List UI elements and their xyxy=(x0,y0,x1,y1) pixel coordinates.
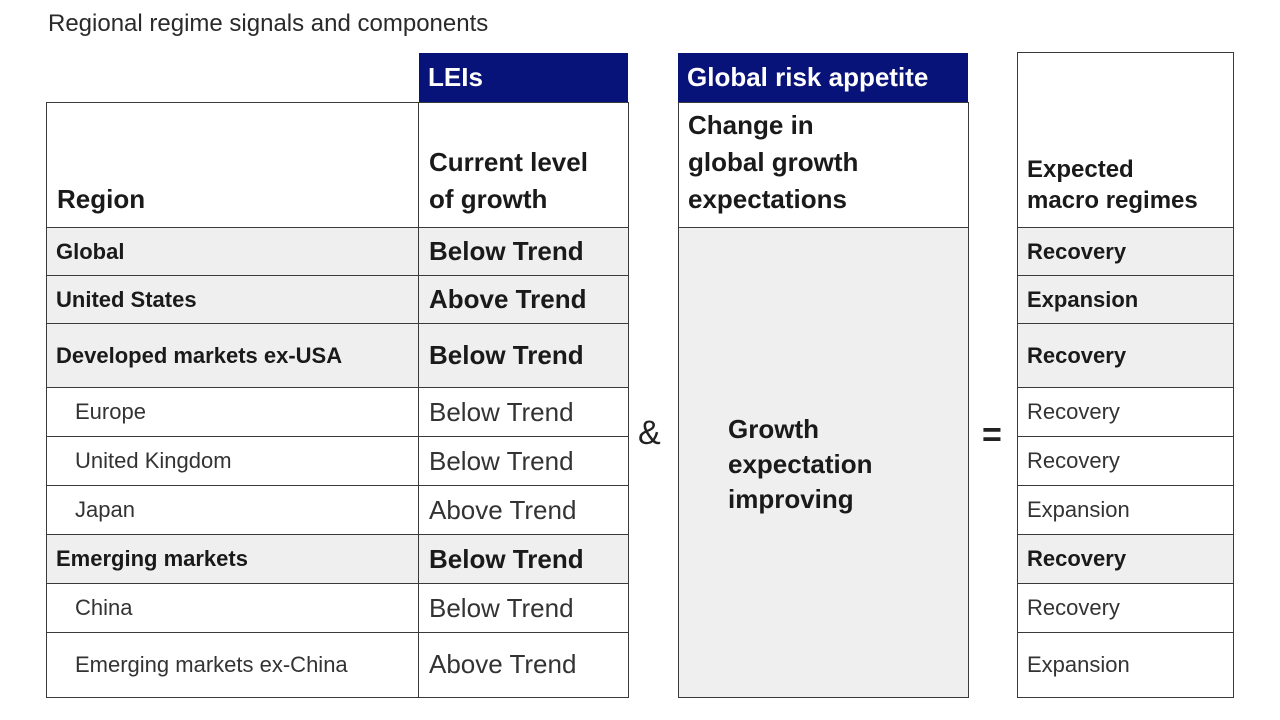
regime-cell: Expansion xyxy=(1018,276,1233,323)
row-divider xyxy=(46,323,629,324)
region-cell: Emerging markets xyxy=(47,535,418,583)
regime-cell: Recovery xyxy=(1018,228,1233,275)
row-divider xyxy=(46,632,629,633)
region-cell: Emerging markets ex-China xyxy=(75,651,348,677)
row-divider xyxy=(46,387,629,388)
region-column-header: Region xyxy=(57,184,146,214)
lei-column-header: Current level of growth xyxy=(429,144,588,218)
regime-cell: Recovery xyxy=(1018,324,1233,387)
regime-cell: Recovery xyxy=(1027,399,1120,424)
risk-appetite-shade xyxy=(679,228,968,697)
lei-cell: Above Trend xyxy=(429,649,577,679)
row-divider xyxy=(1017,275,1234,276)
risk-value-line1: Growth xyxy=(728,414,819,444)
regime-cell: Recovery xyxy=(1027,595,1120,620)
lei-cell: Above Trend xyxy=(419,276,628,323)
row-divider xyxy=(1017,632,1234,633)
column-divider xyxy=(418,102,419,698)
row-divider xyxy=(46,583,629,584)
region-cell: Japan xyxy=(75,497,135,522)
regime-cell: Recovery xyxy=(1018,535,1233,583)
row-divider xyxy=(1017,436,1234,437)
row-divider xyxy=(1017,583,1234,584)
risk-value-line3: improving xyxy=(728,484,854,514)
lei-cell: Below Trend xyxy=(419,535,628,583)
row-divider xyxy=(1017,534,1234,535)
risk-column-header-line3: expectations xyxy=(688,184,847,214)
regime-cell: Expansion xyxy=(1027,651,1130,677)
lei-cell: Above Trend xyxy=(429,494,577,525)
global-risk-appetite-header: Global risk appetite xyxy=(678,53,968,102)
row-divider xyxy=(46,275,629,276)
region-cell: Global xyxy=(47,228,418,275)
region-cell: United States xyxy=(47,276,418,323)
regime-column-header-line2: macro regimes xyxy=(1027,187,1198,214)
region-cell: United Kingdom xyxy=(75,448,232,473)
risk-appetite-table xyxy=(678,102,969,698)
regime-table xyxy=(1017,52,1234,698)
row-divider xyxy=(46,485,629,486)
region-cell: Developed markets ex-USA xyxy=(47,324,418,387)
lei-cell: Below Trend xyxy=(429,592,574,623)
row-divider xyxy=(1017,227,1234,228)
regime-cell: Expansion xyxy=(1027,497,1130,522)
risk-value-line2: expectation xyxy=(728,449,873,479)
row-divider xyxy=(46,436,629,437)
regime-column-header-line1: Expected xyxy=(1027,156,1134,183)
row-divider xyxy=(1017,485,1234,486)
lei-cell: Below Trend xyxy=(419,324,628,387)
lei-cell: Below Trend xyxy=(419,228,628,275)
row-divider xyxy=(46,534,629,535)
lei-column-header-line2: of growth xyxy=(429,184,548,214)
regime-cell: Recovery xyxy=(1027,448,1120,473)
and-operator: & xyxy=(638,414,661,452)
risk-header-divider xyxy=(678,227,969,228)
row-divider xyxy=(1017,387,1234,388)
row-divider xyxy=(46,227,629,228)
risk-appetite-value: Growth expectation improving xyxy=(728,412,873,517)
row-divider xyxy=(1017,323,1234,324)
regime-column-header: Expected macro regimes xyxy=(1027,154,1198,216)
lei-cell: Below Trend xyxy=(429,445,574,476)
lei-cell: Below Trend xyxy=(429,396,574,427)
lei-column-header-line1: Current level xyxy=(429,147,588,177)
region-cell: China xyxy=(75,595,133,620)
risk-column-header: Change in global growth expectations xyxy=(688,107,858,218)
region-cell: Europe xyxy=(75,399,146,424)
page-title: Regional regime signals and components xyxy=(48,10,489,37)
region-lei-table xyxy=(46,102,629,698)
equals-operator: = xyxy=(982,416,1002,454)
risk-column-header-line2: global growth xyxy=(688,147,859,177)
risk-column-header-line1: Change in xyxy=(688,110,814,140)
leis-header: LEIs xyxy=(419,53,628,102)
